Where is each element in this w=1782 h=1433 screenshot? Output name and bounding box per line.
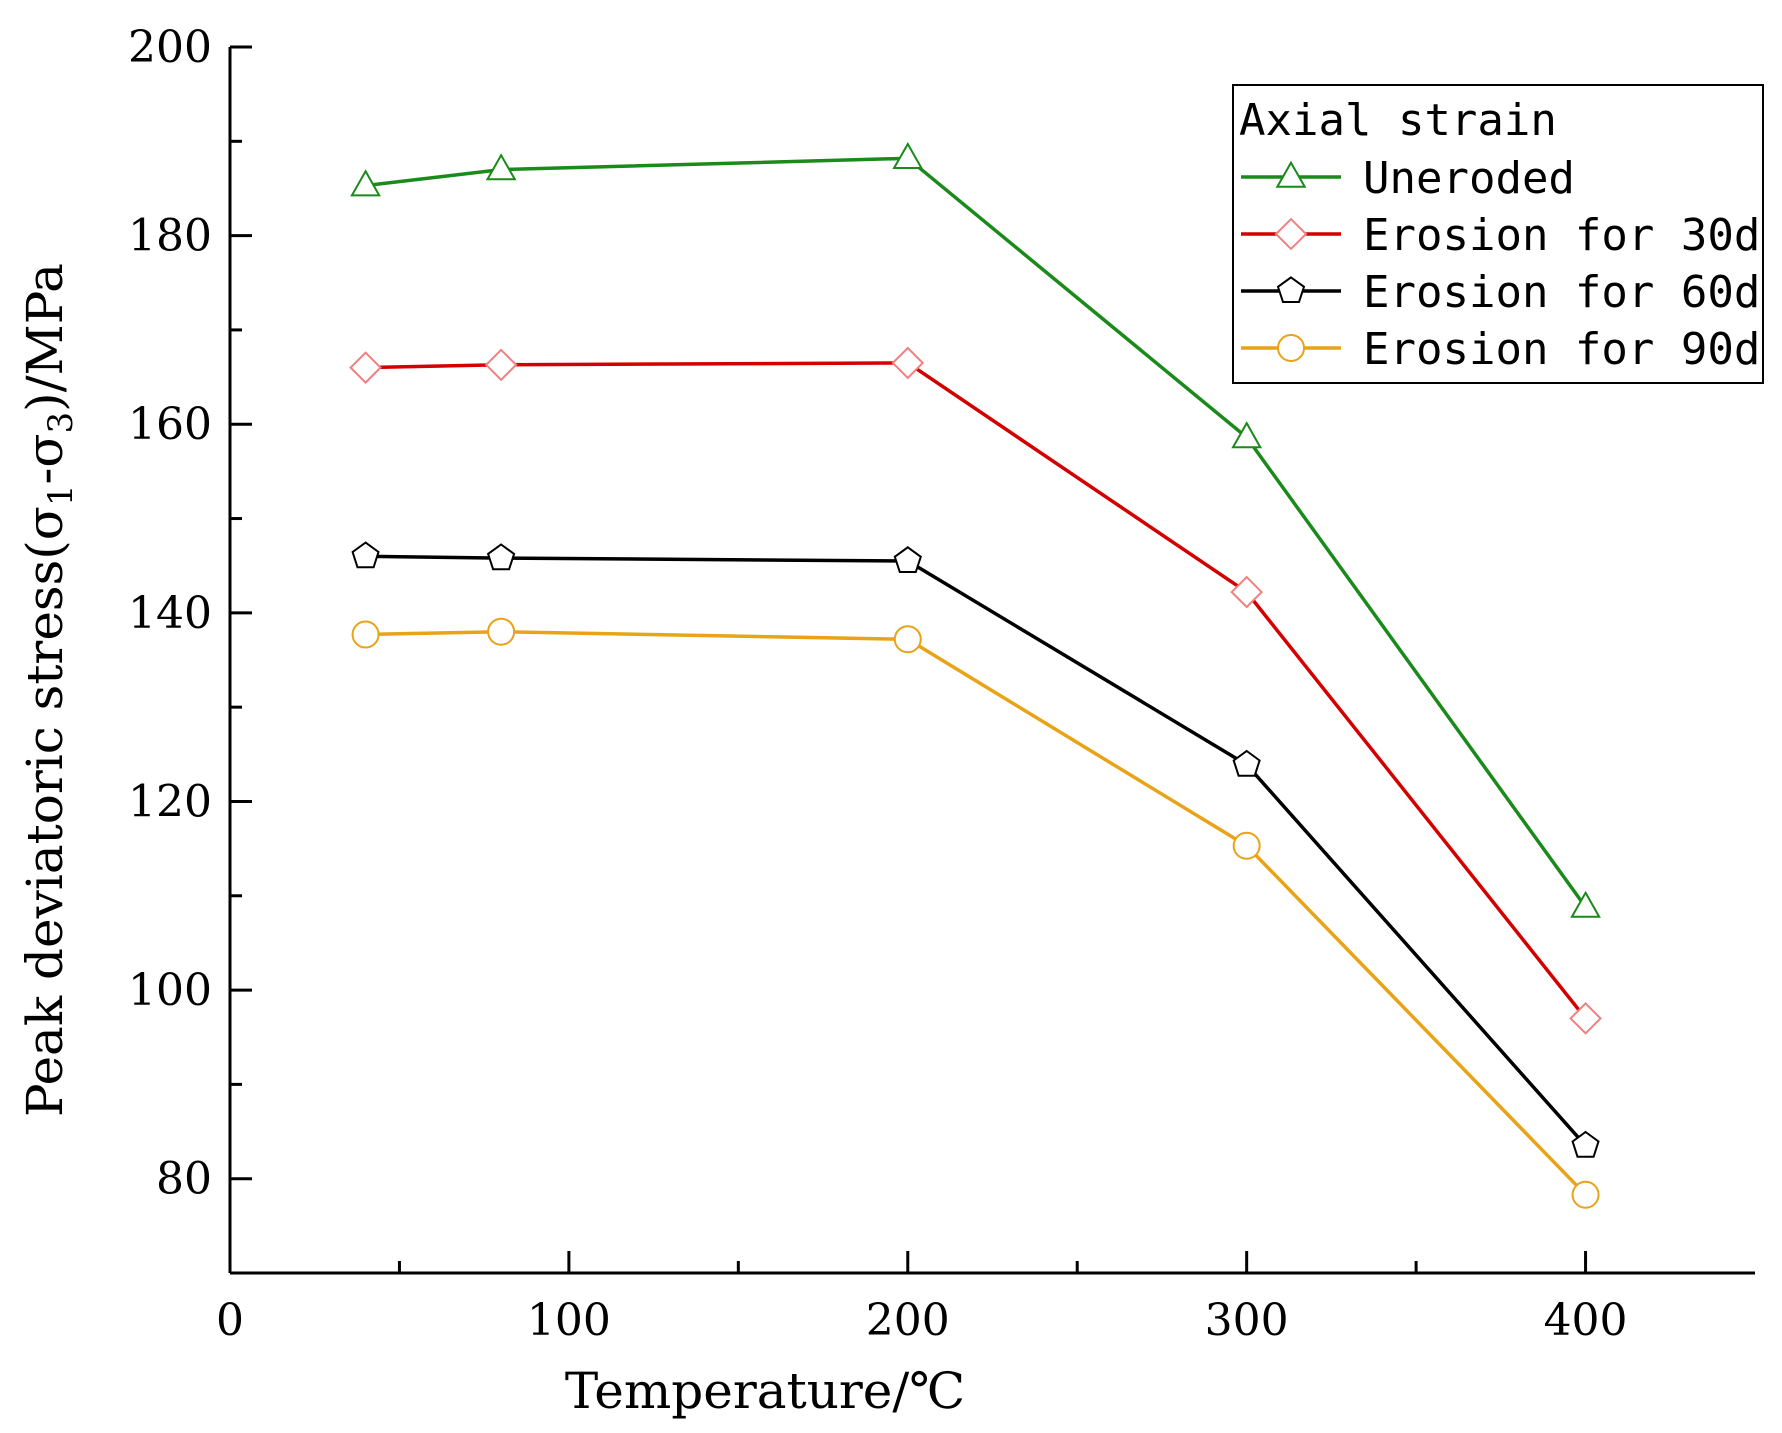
- series-layer: [349, 141, 1602, 1209]
- legend-title: Axial strain: [1239, 95, 1557, 146]
- data-point: [1231, 421, 1263, 449]
- data-point: [891, 346, 925, 380]
- data-point: [1569, 1001, 1602, 1035]
- series-2: [349, 346, 1602, 1035]
- x-tick-label: 100: [527, 1295, 611, 1346]
- series-line: [365, 361, 1587, 1020]
- legend-item: Uneroded: [1241, 153, 1575, 204]
- axes-layer: 80 100 120 140 160 180 200 0 100 200 300 400: [128, 22, 1755, 1346]
- data-point: [1232, 749, 1261, 777]
- x-tick-label: 400: [1544, 1295, 1628, 1346]
- data-point: [484, 348, 518, 382]
- series-1: [350, 141, 1601, 918]
- data-point: [1571, 1130, 1600, 1158]
- y-tick-label: 200: [128, 22, 212, 73]
- y-tick-label: 80: [156, 1154, 212, 1205]
- x-axis-title: Temperature/℃: [565, 1362, 965, 1420]
- data-point: [350, 169, 381, 197]
- legend-label: Erosion for 60d: [1363, 267, 1760, 318]
- x-tick-label: 200: [866, 1295, 950, 1346]
- series-line: [365, 554, 1587, 1147]
- y-tick-label: 140: [128, 588, 212, 639]
- legend-item: Erosion for 90d: [1241, 324, 1760, 375]
- y-tick-label: 100: [128, 965, 212, 1016]
- legend-swatch-marker: [1275, 160, 1307, 188]
- data-point: [1232, 831, 1261, 860]
- data-point: [1570, 890, 1601, 918]
- y-tick-label: 160: [128, 399, 212, 450]
- data-point: [485, 153, 517, 181]
- data-point: [349, 351, 382, 385]
- legend-item: Erosion for 60d: [1241, 267, 1760, 318]
- data-point: [1230, 575, 1264, 609]
- series-3: [351, 541, 1600, 1158]
- data-point: [892, 141, 924, 169]
- data-point: [351, 541, 380, 569]
- data-point: [1571, 1180, 1600, 1209]
- legend-item: Erosion for 30d: [1241, 210, 1760, 261]
- legend-label: Uneroded: [1363, 153, 1575, 204]
- y-axis-title: Peak deviatoric stress(σ1-σ3)/MPa: [16, 263, 81, 1117]
- legend-swatch-marker: [1277, 334, 1305, 362]
- legend-label: Erosion for 30d: [1363, 210, 1760, 261]
- data-point: [351, 620, 380, 649]
- y-tick-label: 120: [128, 776, 212, 827]
- legend: Axial strain Uneroded Erosion for 30d Erosi…: [1232, 84, 1764, 384]
- series-line: [365, 629, 1587, 1196]
- legend-swatch-marker: [1276, 276, 1306, 303]
- data-point: [487, 617, 516, 646]
- x-tick-label: 0: [216, 1295, 244, 1346]
- legend-label: Erosion for 90d: [1363, 324, 1760, 375]
- legend-swatch-marker: [1274, 217, 1308, 251]
- data-point: [486, 543, 516, 571]
- series-4: [351, 617, 1600, 1209]
- data-point: [893, 625, 922, 654]
- x-tick-label: 300: [1205, 1295, 1289, 1346]
- y-tick-label: 180: [128, 211, 212, 262]
- data-point: [893, 546, 922, 573]
